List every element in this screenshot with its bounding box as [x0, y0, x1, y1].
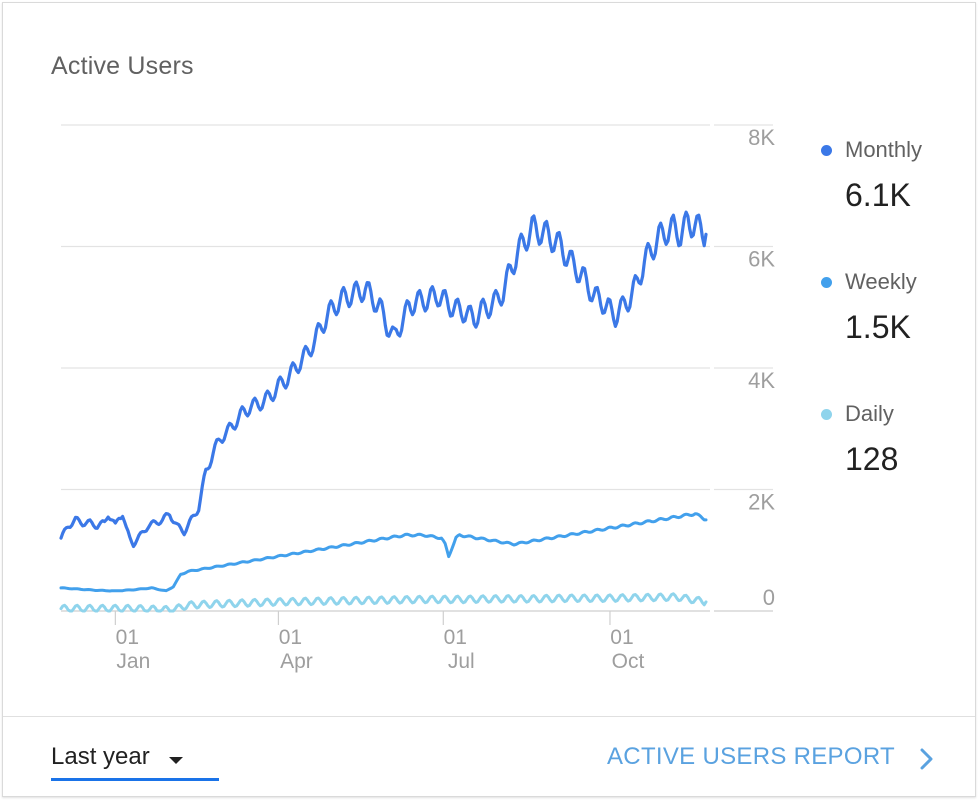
- legend-label-weekly: Weekly: [845, 269, 917, 294]
- series-line-weekly: [59, 512, 708, 593]
- footer-divider: [3, 716, 975, 717]
- date-range-dropdown[interactable]: Last year: [51, 739, 219, 781]
- caret-down-icon: [169, 757, 183, 764]
- card-title: Active Users: [51, 52, 194, 80]
- report-link-label: ACTIVE USERS REPORT: [607, 743, 895, 770]
- y-tick-label: 2K: [748, 490, 775, 515]
- axis-gap: [710, 123, 714, 613]
- monthly-dot-icon: [821, 145, 832, 156]
- active-users-report-link[interactable]: ACTIVE USERS REPORT: [607, 739, 947, 779]
- x-tick-day-label: 01: [610, 626, 633, 649]
- x-tick-month-label: Apr: [280, 650, 313, 673]
- legend-label-daily: Daily: [845, 401, 894, 426]
- x-tick-day-label: 01: [116, 626, 139, 649]
- daily-dot-icon: [821, 409, 832, 420]
- x-tick-day-label: 01: [279, 626, 302, 649]
- legend-label-monthly: Monthly: [845, 137, 923, 162]
- legend-value-daily: 128: [845, 441, 899, 477]
- date-range-label: Last year: [51, 743, 150, 770]
- chart-series: [59, 210, 708, 613]
- x-tick-day-label: 01: [444, 626, 467, 649]
- legend-value-weekly: 1.5K: [845, 309, 911, 345]
- chevron-right-icon: [920, 748, 933, 770]
- series-line-monthly: [59, 210, 708, 549]
- y-tick-label: 0: [763, 585, 775, 610]
- chart-grid: [61, 123, 773, 613]
- x-tick-month-label: Oct: [612, 650, 645, 673]
- y-tick-label: 6K: [748, 247, 775, 272]
- y-tick-label: 8K: [748, 125, 775, 150]
- weekly-dot-icon: [821, 277, 832, 288]
- series-line-daily: [59, 592, 708, 613]
- y-tick-label: 4K: [748, 368, 775, 393]
- legend-value-monthly: 6.1K: [845, 177, 911, 213]
- x-tick-month-label: Jul: [448, 650, 475, 673]
- x-tick-month-label: Jan: [116, 650, 150, 673]
